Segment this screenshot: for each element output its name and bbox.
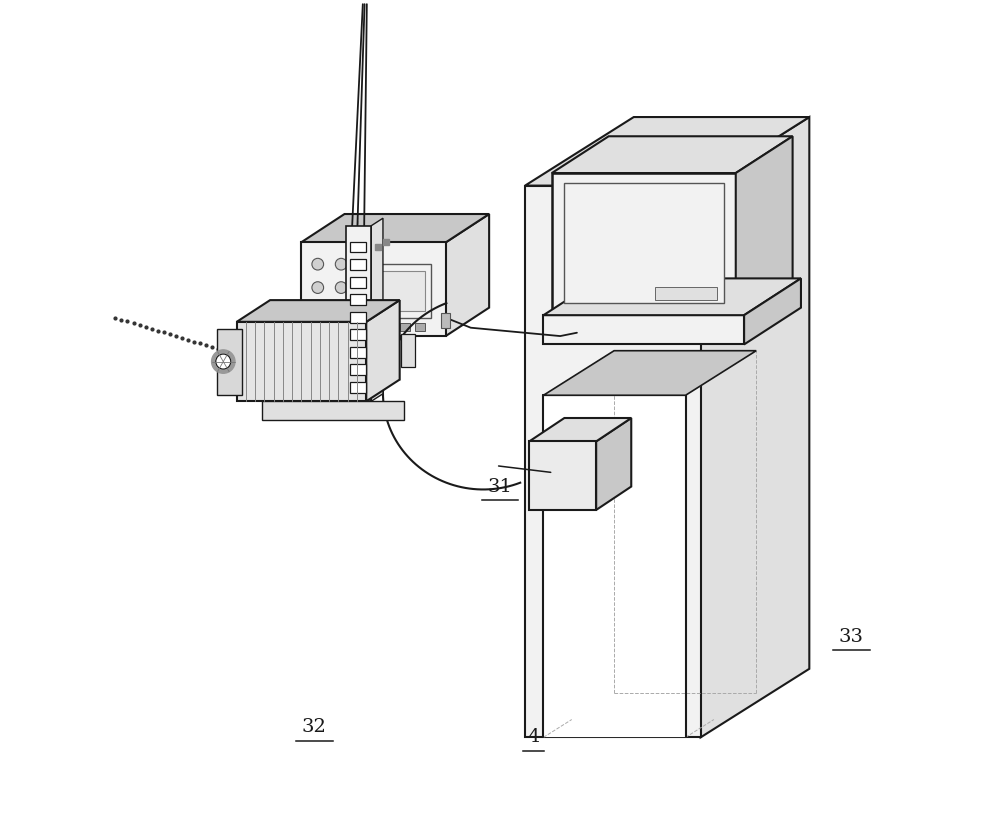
- Polygon shape: [375, 271, 425, 311]
- Bar: [350, 329, 366, 340]
- Circle shape: [312, 258, 324, 270]
- Polygon shape: [525, 186, 701, 737]
- Polygon shape: [552, 136, 793, 173]
- Circle shape: [335, 305, 347, 317]
- Polygon shape: [401, 334, 415, 367]
- Polygon shape: [596, 418, 631, 510]
- Polygon shape: [543, 351, 756, 395]
- Bar: [370, 323, 380, 331]
- Polygon shape: [529, 441, 596, 510]
- Polygon shape: [301, 214, 489, 242]
- Bar: [350, 294, 366, 305]
- Circle shape: [335, 282, 347, 293]
- Polygon shape: [564, 183, 724, 303]
- Bar: [350, 364, 366, 375]
- Bar: [441, 313, 450, 328]
- Bar: [400, 323, 410, 331]
- Polygon shape: [368, 264, 431, 318]
- Circle shape: [216, 354, 231, 370]
- Polygon shape: [655, 287, 717, 300]
- Polygon shape: [366, 300, 400, 401]
- Polygon shape: [543, 395, 686, 737]
- Text: 33: 33: [839, 628, 864, 646]
- Polygon shape: [525, 117, 809, 186]
- Polygon shape: [217, 329, 242, 395]
- Polygon shape: [446, 214, 489, 336]
- Bar: [350, 259, 366, 270]
- Text: 31: 31: [488, 477, 512, 496]
- Circle shape: [312, 305, 324, 317]
- Text: 4: 4: [527, 728, 540, 747]
- Bar: [350, 312, 366, 323]
- Polygon shape: [736, 136, 793, 315]
- Bar: [350, 242, 366, 252]
- Polygon shape: [543, 278, 801, 315]
- Polygon shape: [301, 242, 446, 336]
- Circle shape: [335, 258, 347, 270]
- Polygon shape: [237, 300, 400, 322]
- Bar: [350, 347, 366, 358]
- Polygon shape: [529, 418, 631, 441]
- Text: 32: 32: [302, 718, 327, 737]
- Polygon shape: [371, 218, 383, 401]
- Bar: [350, 277, 366, 288]
- Polygon shape: [701, 117, 809, 737]
- Bar: [385, 323, 395, 331]
- Polygon shape: [262, 401, 404, 420]
- Polygon shape: [346, 226, 371, 401]
- Bar: [350, 382, 366, 393]
- Circle shape: [312, 282, 324, 293]
- Polygon shape: [552, 173, 736, 315]
- Circle shape: [306, 323, 316, 333]
- Polygon shape: [237, 322, 366, 401]
- Bar: [415, 323, 425, 331]
- Polygon shape: [744, 278, 801, 344]
- Polygon shape: [543, 315, 744, 344]
- Circle shape: [212, 349, 235, 373]
